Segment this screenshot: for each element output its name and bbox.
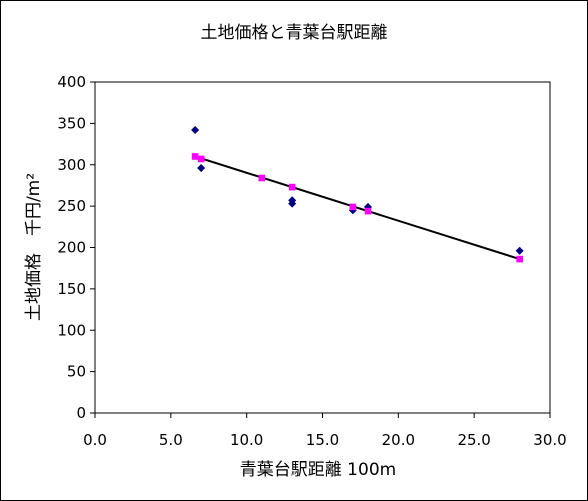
trendline xyxy=(194,155,520,261)
y-tick-label: 200 xyxy=(57,239,86,257)
square-data-point xyxy=(258,174,266,182)
x-tick-label: 0.0 xyxy=(83,431,107,449)
x-tick-label: 20.0 xyxy=(382,431,415,449)
square-data-point xyxy=(288,183,296,191)
x-tick-label: 25.0 xyxy=(457,431,490,449)
x-axis-title: 青葉台駅距離 100m xyxy=(240,460,396,480)
y-tick-label: 0 xyxy=(76,404,86,422)
diamond-data-point xyxy=(191,125,200,135)
y-tick-label: 50 xyxy=(67,363,86,381)
y-tick-label: 100 xyxy=(57,321,86,339)
square-data-point xyxy=(516,255,523,263)
plot-area xyxy=(94,81,551,414)
chart-title: 土地価格と青葉台駅距離 xyxy=(201,23,388,43)
square-data-point xyxy=(364,207,372,215)
y-tick-label: 300 xyxy=(57,156,86,174)
y-axis-title: 土地価格 千円/m² xyxy=(24,173,44,321)
square-data-point xyxy=(349,203,357,211)
data-points xyxy=(191,125,524,263)
y-tick-label: 150 xyxy=(57,280,86,298)
y-axis: 0 50 100 150 200 250 300 350 400 xyxy=(57,73,95,422)
square-data-point xyxy=(197,155,205,163)
y-tick-label: 400 xyxy=(57,73,86,91)
diamond-data-point xyxy=(515,246,524,255)
x-tick-label: 15.0 xyxy=(306,431,339,449)
x-tick-label: 30.0 xyxy=(533,431,566,449)
x-tick-label: 10.0 xyxy=(230,431,263,449)
y-tick-label: 350 xyxy=(57,114,86,132)
x-tick-label: 5.0 xyxy=(159,431,183,449)
diamond-data-point xyxy=(197,164,206,173)
square-data-point xyxy=(191,153,199,160)
diamond-data-point xyxy=(288,199,297,208)
x-axis: 0.0 5.0 10.0 15.0 20.0 25.0 30.0 xyxy=(83,413,567,449)
y-tick-label: 250 xyxy=(57,197,86,215)
